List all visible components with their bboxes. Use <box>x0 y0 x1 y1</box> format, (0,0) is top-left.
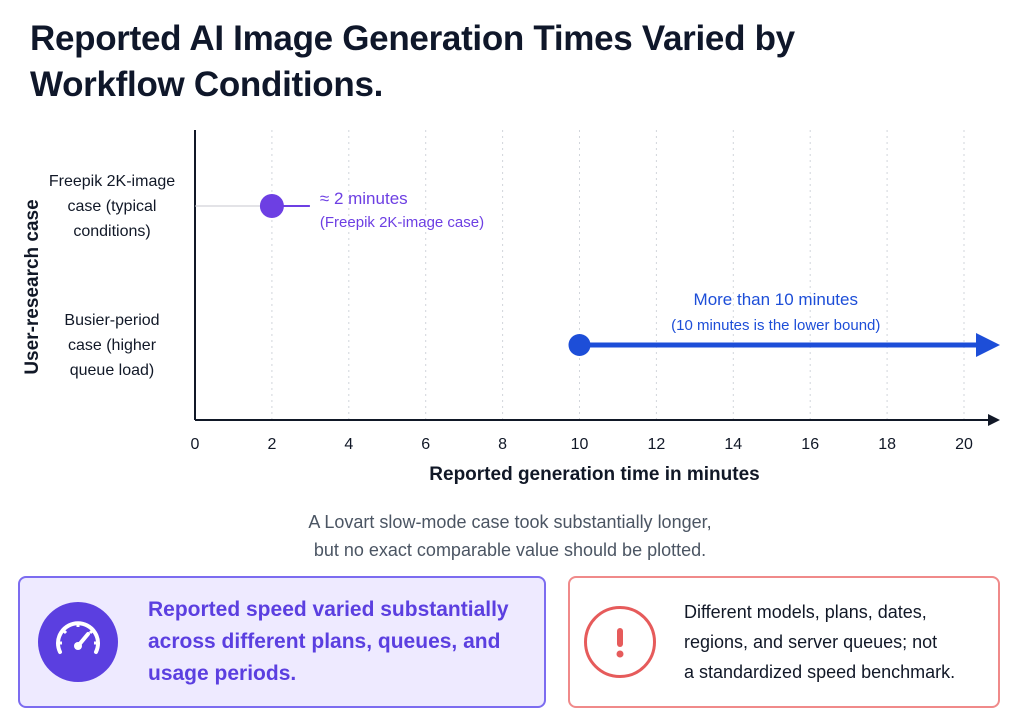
x-tick-label: 20 <box>955 436 973 453</box>
category-label: case (typical <box>68 198 157 215</box>
category-label: case (higher <box>68 337 157 354</box>
chart-title: Reported AI Image Generation Times Varie… <box>30 19 795 104</box>
x-axis-title: Reported generation time in minutes <box>429 464 759 485</box>
benchmark-caveat-card: Different models, plans, dates, regions,… <box>568 576 1000 708</box>
x-tick-label: 10 <box>571 436 589 453</box>
footnote-line-2: but no exact comparable value should be … <box>313 540 707 560</box>
x-tick-label: 16 <box>801 436 819 453</box>
category-label: Busier-period <box>64 312 159 329</box>
data-point <box>259 194 284 218</box>
category-label: Freepik 2K-image <box>49 173 175 190</box>
speed-variation-line-2: across different plans, queues, and <box>148 630 501 653</box>
data-label: More than 10 minutes <box>694 290 858 309</box>
x-tick-label: 14 <box>724 436 742 453</box>
speed-variation-line-3: usage periods. <box>148 662 297 685</box>
data-label: ≈ 2 minutes <box>320 189 408 208</box>
category-label: queue load) <box>70 362 155 379</box>
x-axis-arrow <box>988 414 1000 426</box>
footnote-line-1: A Lovart slow-mode case took substantial… <box>308 512 712 532</box>
speedometer-icon <box>38 602 118 682</box>
speed-variation-line-1: Reported speed varied substantially <box>148 598 509 621</box>
speed-variation-card: Reported speed varied substantially acro… <box>18 576 546 708</box>
x-tick-label: 12 <box>648 436 666 453</box>
data-sublabel: (10 minutes is the lower bound) <box>671 317 880 334</box>
range-arrowhead <box>976 333 1000 357</box>
caveat-line-1: Different models, plans, dates, <box>684 602 927 622</box>
x-tick-label: 0 <box>191 436 200 453</box>
category-label: conditions) <box>73 223 150 240</box>
caveat-line-3: a standardized speed benchmark. <box>684 662 956 682</box>
x-tick-label: 4 <box>344 436 353 453</box>
benchmark-caveat-text: Different models, plans, dates, regions,… <box>684 597 955 687</box>
x-tick-label: 18 <box>878 436 896 453</box>
exclamation-icon <box>584 606 656 678</box>
data-point <box>568 334 591 356</box>
speed-variation-text: Reported speed varied substantially acro… <box>148 594 509 690</box>
x-tick-label: 6 <box>421 436 430 453</box>
x-tick-label: 8 <box>498 436 507 453</box>
chart: 0 2 4 6 8 10 12 14 16 18 20 Reported generation tim… <box>22 130 1000 485</box>
footnote: A Lovart slow-mode case took substantial… <box>220 508 800 564</box>
x-tick-label: 2 <box>267 436 276 453</box>
y-axis-title: User-research case <box>22 199 43 374</box>
caveat-line-2: regions, and server queues; not <box>684 632 938 652</box>
data-sublabel: (Freepik 2K-image case) <box>320 214 484 231</box>
